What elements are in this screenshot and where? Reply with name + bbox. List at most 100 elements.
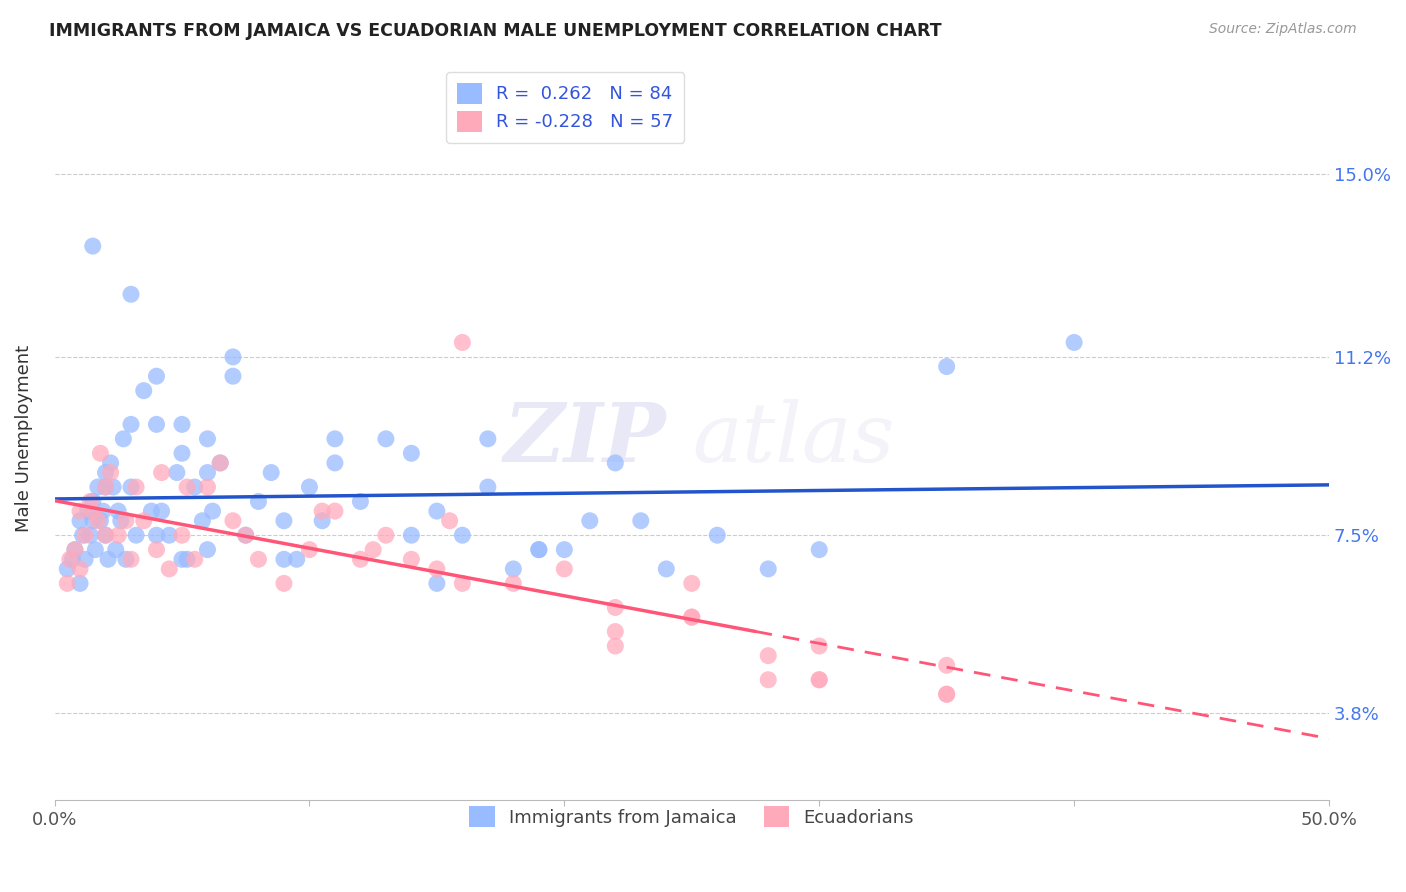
Point xyxy=(681,610,703,624)
Point xyxy=(79,494,101,508)
Point xyxy=(145,417,167,432)
Point xyxy=(273,514,295,528)
Point xyxy=(260,466,283,480)
Point xyxy=(706,528,728,542)
Point xyxy=(935,359,957,374)
Point xyxy=(349,494,371,508)
Point xyxy=(477,480,499,494)
Point xyxy=(145,369,167,384)
Point xyxy=(176,552,198,566)
Text: ZIP: ZIP xyxy=(503,399,666,479)
Point xyxy=(125,528,148,542)
Point xyxy=(82,494,104,508)
Point xyxy=(935,687,957,701)
Point xyxy=(426,562,449,576)
Point xyxy=(183,480,205,494)
Point xyxy=(69,562,91,576)
Point xyxy=(222,514,245,528)
Point xyxy=(132,384,155,398)
Point xyxy=(605,600,627,615)
Point xyxy=(655,562,678,576)
Point xyxy=(75,552,97,566)
Text: Source: ZipAtlas.com: Source: ZipAtlas.com xyxy=(1209,22,1357,37)
Point xyxy=(426,576,449,591)
Point xyxy=(69,576,91,591)
Point xyxy=(76,504,98,518)
Text: atlas: atlas xyxy=(692,399,894,479)
Point xyxy=(361,542,384,557)
Point xyxy=(273,552,295,566)
Point xyxy=(145,542,167,557)
Point xyxy=(209,456,232,470)
Point xyxy=(323,432,346,446)
Point xyxy=(145,528,167,542)
Point xyxy=(75,528,97,542)
Point xyxy=(285,552,308,566)
Point xyxy=(935,687,957,701)
Point xyxy=(756,673,779,687)
Point xyxy=(527,542,550,557)
Point xyxy=(120,552,142,566)
Point xyxy=(630,514,652,528)
Point xyxy=(502,576,524,591)
Point xyxy=(439,514,461,528)
Point xyxy=(125,480,148,494)
Point xyxy=(222,350,245,364)
Point xyxy=(298,542,321,557)
Point xyxy=(273,576,295,591)
Point xyxy=(374,432,396,446)
Point xyxy=(183,552,205,566)
Point xyxy=(115,552,138,566)
Y-axis label: Male Unemployment: Male Unemployment xyxy=(15,345,32,533)
Point xyxy=(59,552,82,566)
Point xyxy=(87,514,110,528)
Point xyxy=(170,528,193,542)
Point xyxy=(311,504,333,518)
Point xyxy=(87,480,110,494)
Point xyxy=(170,446,193,460)
Point xyxy=(808,639,831,653)
Point xyxy=(157,528,180,542)
Point xyxy=(235,528,257,542)
Point xyxy=(197,480,219,494)
Point xyxy=(451,335,474,350)
Point xyxy=(82,239,104,253)
Point xyxy=(553,562,575,576)
Point xyxy=(578,514,600,528)
Point xyxy=(63,542,86,557)
Point xyxy=(323,504,346,518)
Point xyxy=(56,576,79,591)
Point xyxy=(197,432,219,446)
Point xyxy=(605,639,627,653)
Point xyxy=(681,610,703,624)
Point xyxy=(401,446,423,460)
Point xyxy=(605,624,627,639)
Point xyxy=(374,528,396,542)
Point xyxy=(69,504,91,518)
Point xyxy=(311,514,333,528)
Point xyxy=(197,542,219,557)
Point xyxy=(94,480,117,494)
Point xyxy=(553,542,575,557)
Point xyxy=(100,456,122,470)
Point xyxy=(349,552,371,566)
Point xyxy=(69,514,91,528)
Point xyxy=(141,504,163,518)
Point xyxy=(1063,335,1085,350)
Point xyxy=(100,466,122,480)
Point xyxy=(323,456,346,470)
Point xyxy=(502,562,524,576)
Point xyxy=(401,528,423,542)
Point xyxy=(89,514,111,528)
Point xyxy=(935,658,957,673)
Point xyxy=(247,552,270,566)
Point xyxy=(97,552,120,566)
Point xyxy=(150,504,173,518)
Point xyxy=(235,528,257,542)
Point xyxy=(756,648,779,663)
Point xyxy=(94,466,117,480)
Point xyxy=(298,480,321,494)
Legend: Immigrants from Jamaica, Ecuadorians: Immigrants from Jamaica, Ecuadorians xyxy=(463,799,921,835)
Point xyxy=(808,542,831,557)
Point xyxy=(56,562,79,576)
